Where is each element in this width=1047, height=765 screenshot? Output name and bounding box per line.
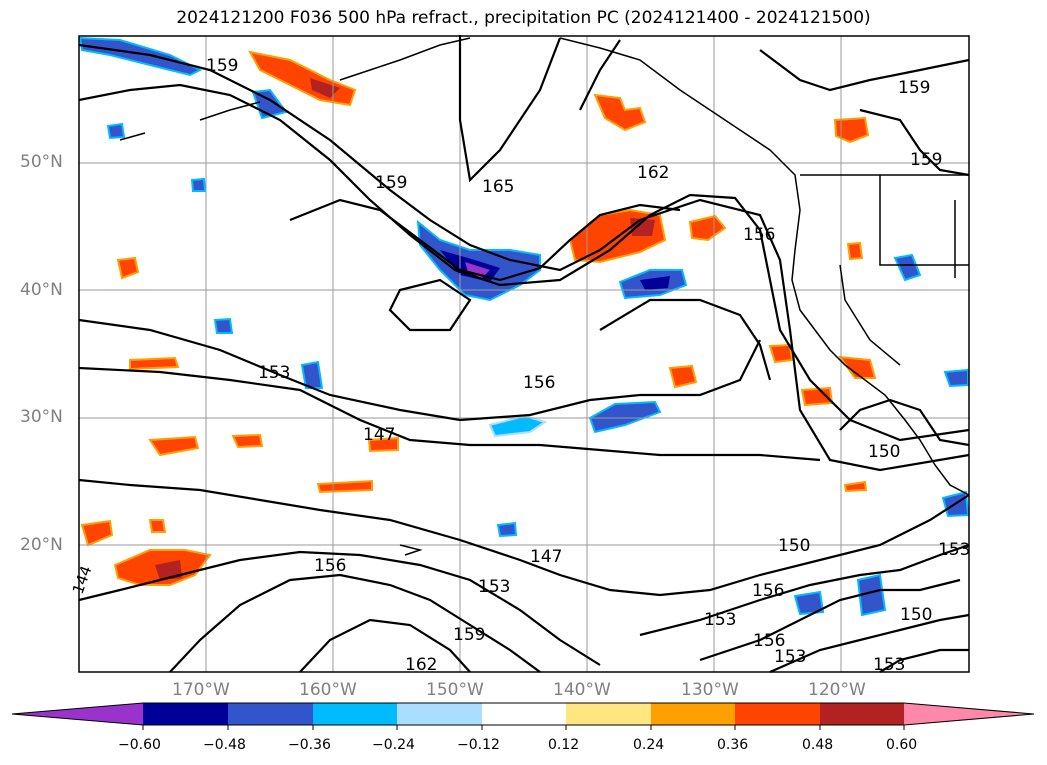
contour-label: 150 [900,605,932,625]
colorbar-ticks [142,725,905,730]
contour-label: 153 [478,577,510,597]
contour-label: 156 [753,631,785,651]
lon-label-120w: 120°W [808,680,866,700]
contour-label: 147 [530,547,562,567]
colorbar-cell [820,703,904,725]
contour-label: 159 [453,625,485,645]
colorbar-cell [651,703,735,725]
contour-label: 150 [778,536,810,556]
contour-labels: 159 165 162 159 156 159 159 156 153 147 … [69,56,971,675]
colorbar-cell [12,703,143,725]
colorbar-tick-label: −0.36 [288,737,331,753]
map-frame [78,35,970,673]
contour-label: 156 [752,581,784,601]
colorbar-tick-label: −0.60 [118,737,161,753]
lon-label-130w: 130°W [681,680,739,700]
lat-label-40n: 40°N [20,280,63,300]
contour-label: 153 [704,610,736,630]
contour-label: 165 [482,177,514,197]
contour-label: 162 [637,163,669,183]
contour-label: 156 [314,556,346,576]
lon-label-170w: 170°W [172,680,230,700]
contour-label: 153 [873,655,905,675]
contour-label: 153 [938,540,970,560]
colorbar-tick-label: −0.12 [457,737,500,753]
lon-label-140w: 140°W [553,680,611,700]
contours [78,35,970,674]
lat-label-50n: 50°N [20,152,63,172]
map-title: 2024121200 F036 500 hPa refract., precip… [176,8,871,28]
colorbar-cell [904,703,1034,725]
colorbar-cell [313,703,397,725]
contour-label: 159 [898,78,930,98]
colorbar [11,702,1035,730]
contour-label: 156 [743,225,775,245]
contour-label: 159 [375,173,407,193]
colorbar-tick-label: 0.12 [548,737,580,753]
lat-label-30n: 30°N [20,407,63,427]
contour-label: 162 [405,655,437,675]
contour-label: 147 [363,425,395,445]
colorbar-cell [735,703,820,725]
contour-label: 159 [910,150,942,170]
colorbar-cell [143,703,228,725]
colorbar-cell [397,703,482,725]
lon-label-150w: 150°W [426,680,484,700]
lat-label-20n: 20°N [20,535,63,555]
colorbar-tick-label: 0.24 [633,737,665,753]
contour-label: 150 [868,442,900,462]
graticule [79,36,969,672]
colorbar-tick-label: 0.60 [886,737,918,753]
colorbar-cell [228,703,313,725]
contour-label: 153 [774,647,806,667]
lon-label-160w: 160°W [299,680,357,700]
colorbar-tick-label: 0.36 [717,737,749,753]
contour-label: 156 [523,373,555,393]
colorbar-tick-label: −0.48 [203,737,246,753]
contour-label: 159 [206,56,238,76]
contour-label: 153 [258,363,290,383]
colorbar-tick-label: −0.24 [372,737,415,753]
colorbar-tick-label: 0.48 [802,737,834,753]
colorbar-cell [566,703,651,725]
colorbar-cell [482,703,566,725]
